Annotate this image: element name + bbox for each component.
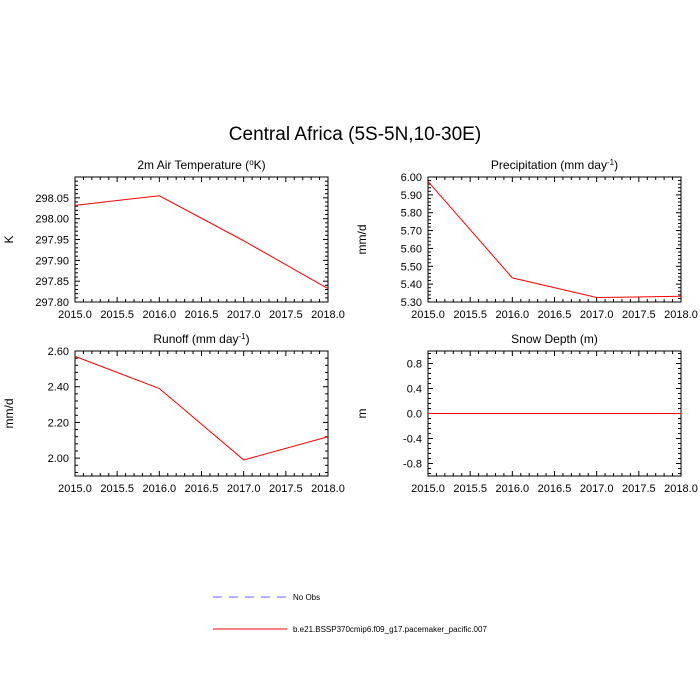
runoff-x-tick-label: 2016.5 xyxy=(185,483,219,495)
runoff-plot-frame xyxy=(74,350,329,477)
runoff-y-tick-label: 2.40 xyxy=(48,382,69,394)
panel-precipitation: Precipitation (mm day-1) mm/d 2015.0 2015.5… xyxy=(355,158,698,322)
precipitation-y-tick-label: 5.70 xyxy=(401,226,422,238)
snow-depth-x-tick-label: 2018.0 xyxy=(664,483,698,495)
snow-depth-y-tick-label: 0.0 xyxy=(407,409,422,421)
precipitation-x-tick-label: 2016.5 xyxy=(538,309,572,321)
runoff-y-tick-label: 2.20 xyxy=(48,417,69,429)
precipitation-y-tick-label: 5.60 xyxy=(401,243,422,255)
temperature-series-line xyxy=(74,195,329,290)
snow-depth-y-label: m xyxy=(355,409,369,419)
precipitation-x-tick-label: 2018.0 xyxy=(664,309,698,321)
temperature-y-tick-label: 297.90 xyxy=(35,255,69,267)
snow-depth-x-tick-label: 2017.5 xyxy=(622,483,656,495)
precipitation-y-tick-label: 5.40 xyxy=(401,279,422,291)
legend-label-no-obs: No Obs xyxy=(293,593,320,602)
runoff-title-sup: -1 xyxy=(239,332,247,341)
precipitation-x-tick-label: 2015.0 xyxy=(411,309,445,321)
precipitation-title-sup: -1 xyxy=(607,158,615,167)
temperature-y-tick-label: 298.00 xyxy=(35,214,69,226)
precipitation-y-tick-label: 6.00 xyxy=(401,172,422,184)
precipitation-title-main: Precipitation (mm day xyxy=(491,158,607,172)
panel-temperature: 2m Air Temperature (oK) K 2015.0 2015.5 2016… xyxy=(2,158,345,322)
precipitation-x-tick-label: 2017.0 xyxy=(580,309,614,321)
runoff-series-line xyxy=(74,355,329,461)
snow-depth-title-main: Snow Depth (m) xyxy=(511,332,598,346)
temperature-x-tick-label: 2018.0 xyxy=(311,309,345,321)
precipitation-title-tail: ) xyxy=(614,158,618,172)
precipitation-y-tick-label: 5.90 xyxy=(401,190,422,202)
runoff-title-tail: ) xyxy=(246,332,250,346)
runoff-y-tick-label: 2.60 xyxy=(48,346,69,358)
snow-depth-x-tick-label: 2016.0 xyxy=(496,483,530,495)
panel-runoff: Runoff (mm day-1) mm/d 2015.0 2015.5 2016.0 2… xyxy=(2,332,345,496)
runoff-x-tick-label: 2017.5 xyxy=(269,483,303,495)
precipitation-x-tick-label: 2016.0 xyxy=(496,309,530,321)
precipitation-series-line xyxy=(427,181,682,299)
runoff-title: Runoff (mm day-1) xyxy=(153,332,249,347)
temperature-title: 2m Air Temperature (oK) xyxy=(137,158,265,173)
precipitation-y-tick-label: 5.30 xyxy=(401,297,422,309)
precipitation-plot-frame xyxy=(427,176,682,303)
temperature-y-tick-label: 297.80 xyxy=(35,297,69,309)
runoff-x-tick-label: 2017.0 xyxy=(227,483,261,495)
snow-depth-x-tick-label: 2017.0 xyxy=(580,483,614,495)
snow-depth-y-tick-label: 0.8 xyxy=(407,359,422,371)
temperature-x-tick-label: 2015.0 xyxy=(58,309,92,321)
snow-depth-x-tick-label: 2015.0 xyxy=(411,483,445,495)
temperature-title-main: 2m Air Temperature ( xyxy=(137,158,249,172)
precipitation-y-label: mm/d xyxy=(355,225,369,255)
snow-depth-x-tick-label: 2015.5 xyxy=(453,483,487,495)
temperature-y-tick-label: 297.95 xyxy=(35,235,69,247)
temperature-y-tick-label: 298.05 xyxy=(35,193,69,205)
runoff-x-tick-label: 2018.0 xyxy=(311,483,345,495)
temperature-x-tick-label: 2015.5 xyxy=(100,309,134,321)
runoff-y-tick-label: 2.00 xyxy=(48,453,69,465)
runoff-title-main: Runoff (mm day xyxy=(153,332,238,346)
snow-depth-x-tick-label: 2016.5 xyxy=(538,483,572,495)
precipitation-y-tick-label: 5.50 xyxy=(401,261,422,273)
precipitation-title: Precipitation (mm day-1) xyxy=(491,158,618,173)
runoff-y-label: mm/d xyxy=(2,399,16,429)
temperature-y-label: K xyxy=(2,235,16,243)
panel-snow-depth: Snow Depth (m) m 2015.0 2015.5 2016.0 2016.5 2… xyxy=(355,332,698,495)
temperature-plot-frame xyxy=(74,176,329,303)
snow-depth-title: Snow Depth (m) xyxy=(511,332,598,346)
temperature-title-sup: o xyxy=(249,158,254,167)
temperature-x-tick-label: 2016.0 xyxy=(143,309,177,321)
precipitation-x-tick-label: 2015.5 xyxy=(453,309,487,321)
snow-depth-y-tick-label: -0.8 xyxy=(403,459,422,471)
precipitation-x-tick-label: 2017.5 xyxy=(622,309,656,321)
temperature-x-tick-label: 2017.0 xyxy=(227,309,261,321)
legend-label-model: b.e21.BSSP370cmip6.f09_g17.pacemaker_pac… xyxy=(293,625,487,634)
temperature-title-tail: K) xyxy=(254,158,266,172)
legend: No Obs b.e21.BSSP370cmip6.f09_g17.pacema… xyxy=(213,593,487,634)
temperature-y-tick-label: 297.85 xyxy=(35,276,69,288)
runoff-x-tick-label: 2015.5 xyxy=(100,483,134,495)
figure-title: Central Africa (5S-5N,10-30E) xyxy=(229,124,481,145)
runoff-x-tick-label: 2015.0 xyxy=(58,483,92,495)
temperature-x-tick-label: 2016.5 xyxy=(185,309,219,321)
snow-depth-y-tick-label: -0.4 xyxy=(403,434,422,446)
temperature-x-tick-label: 2017.5 xyxy=(269,309,303,321)
precipitation-y-tick-label: 5.80 xyxy=(401,208,422,220)
runoff-x-tick-label: 2016.0 xyxy=(143,483,177,495)
snow-depth-y-tick-label: 0.4 xyxy=(407,384,422,396)
